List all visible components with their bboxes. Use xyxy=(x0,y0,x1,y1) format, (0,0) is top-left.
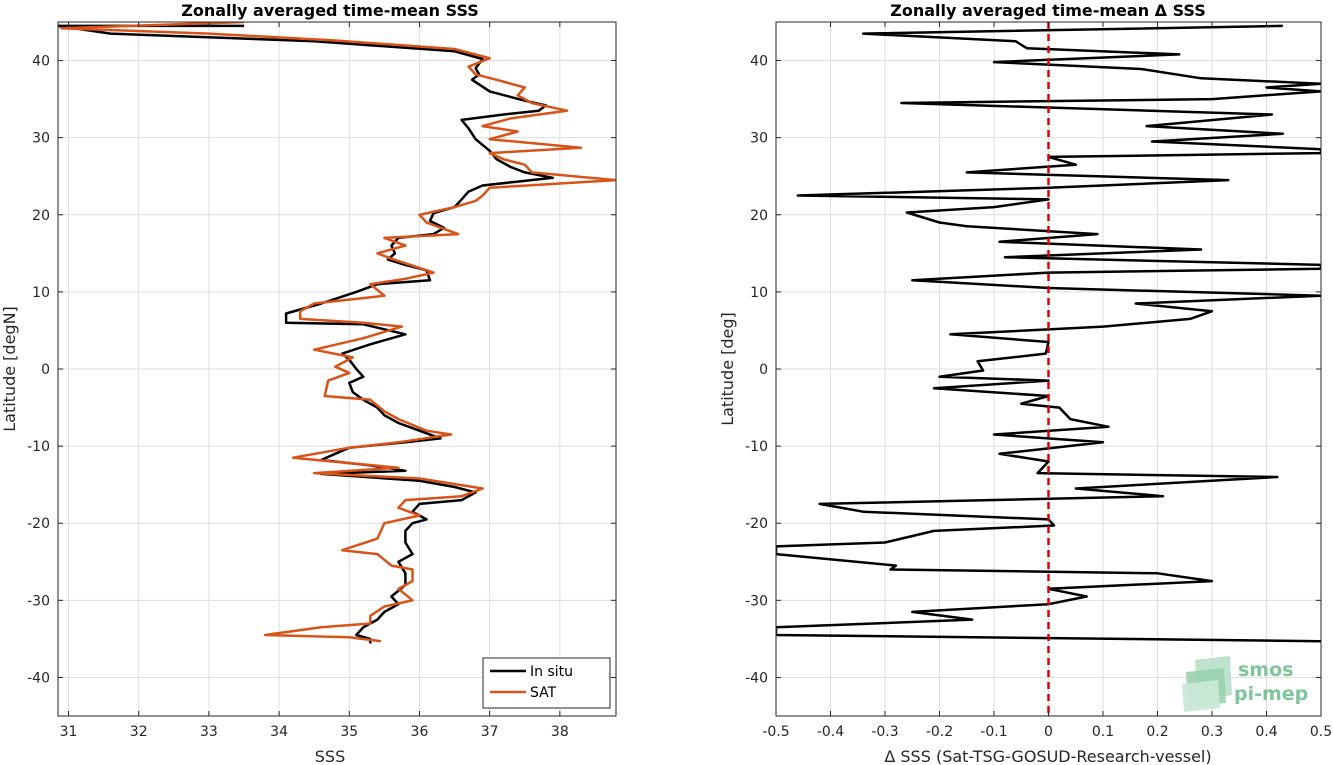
left-y-tick-label: -10 xyxy=(27,439,50,455)
right-panel: -0.5 -0.4 -0.3 -0.2 -0.1 0 0.1 0.2 0.3 0.4 0.5 -40 -… xyxy=(718,1,1332,765)
right-x-tick-label: -0.1 xyxy=(980,724,1007,740)
right-y-axis-label: Latitude [deg] xyxy=(718,312,737,426)
legend-box xyxy=(482,657,611,709)
right-x-tick-label: 0.4 xyxy=(1255,724,1277,740)
logo-text-pi-mep: pi-mep xyxy=(1234,683,1308,705)
left-series-group xyxy=(58,22,616,644)
left-ticks: 31 32 33 34 35 36 37 38 -40 -30 -20 -10 0 10 20 30 40 xyxy=(27,22,616,740)
right-ticks: -0.5 -0.4 -0.3 -0.2 -0.1 0 0.1 0.2 0.3 0.4 0.5 -40 -… xyxy=(745,22,1332,740)
right-y-tick-label: -10 xyxy=(745,439,768,455)
right-y-tick-label: 0 xyxy=(759,362,768,378)
right-y-tick-label: -20 xyxy=(745,516,768,532)
left-series-line-in-situ xyxy=(58,24,555,644)
left-y-tick-label: 0 xyxy=(41,362,50,378)
left-x-tick-label: 35 xyxy=(340,724,358,740)
right-x-tick-label: 0.2 xyxy=(1146,724,1168,740)
right-x-tick-label: 0 xyxy=(1044,724,1053,740)
left-y-tick-label: -30 xyxy=(27,593,50,609)
right-x-tick-label: 0.1 xyxy=(1092,724,1114,740)
left-panel: 31 32 33 34 35 36 37 38 -40 -30 -20 -10 0 10 20 30 40 Zo… xyxy=(0,1,617,765)
left-x-tick-label: 36 xyxy=(411,724,429,740)
right-x-tick-label: -0.3 xyxy=(871,724,898,740)
right-series-group xyxy=(776,22,1321,716)
right-x-axis-label: Δ SSS (Sat-TSG-GOSUD-Research-vessel) xyxy=(884,747,1211,765)
right-y-tick-label: 30 xyxy=(750,131,768,147)
left-y-tick-label: -20 xyxy=(27,516,50,532)
right-y-tick-label: 20 xyxy=(750,208,768,224)
logo-mark-front xyxy=(1182,680,1220,712)
legend: In situ SAT xyxy=(482,657,611,709)
left-x-tick-label: 32 xyxy=(130,724,148,740)
right-x-tick-label: 0.3 xyxy=(1201,724,1223,740)
left-x-tick-label: 31 xyxy=(60,724,78,740)
left-x-tick-label: 33 xyxy=(200,724,218,740)
right-y-tick-label: 40 xyxy=(750,54,768,70)
left-x-axis-label: SSS xyxy=(315,747,345,765)
left-chart-title: Zonally averaged time-mean SSS xyxy=(181,1,479,20)
left-y-tick-label: 40 xyxy=(32,54,50,70)
left-grid xyxy=(58,22,616,716)
left-y-tick-label: -40 xyxy=(27,670,50,686)
right-y-tick-label: -30 xyxy=(745,593,768,609)
smos-pi-mep-logo: smos pi-mep xyxy=(1182,656,1308,712)
left-series-line-sat xyxy=(60,22,616,643)
right-x-tick-label: -0.2 xyxy=(926,724,953,740)
right-x-tick-label: -0.5 xyxy=(762,724,789,740)
left-y-tick-label: 20 xyxy=(32,208,50,224)
left-x-tick-label: 34 xyxy=(270,724,288,740)
left-y-tick-label: 30 xyxy=(32,131,50,147)
logo-text-smos: smos xyxy=(1238,659,1293,681)
right-chart-title: Zonally averaged time-mean Δ SSS xyxy=(890,1,1206,20)
right-y-tick-label: -40 xyxy=(745,670,768,686)
left-y-tick-label: 10 xyxy=(32,285,50,301)
right-x-tick-label: 0.5 xyxy=(1310,724,1332,740)
legend-label-sat: SAT xyxy=(530,685,557,701)
right-y-tick-label: 10 xyxy=(750,285,768,301)
right-x-tick-label: -0.4 xyxy=(817,724,844,740)
left-y-axis-label: Latitude [degN] xyxy=(0,306,19,432)
right-series-line-series-0 xyxy=(776,24,1321,643)
legend-label-in-situ: In situ xyxy=(530,664,573,680)
left-x-tick-label: 38 xyxy=(551,724,569,740)
left-x-tick-label: 37 xyxy=(481,724,499,740)
